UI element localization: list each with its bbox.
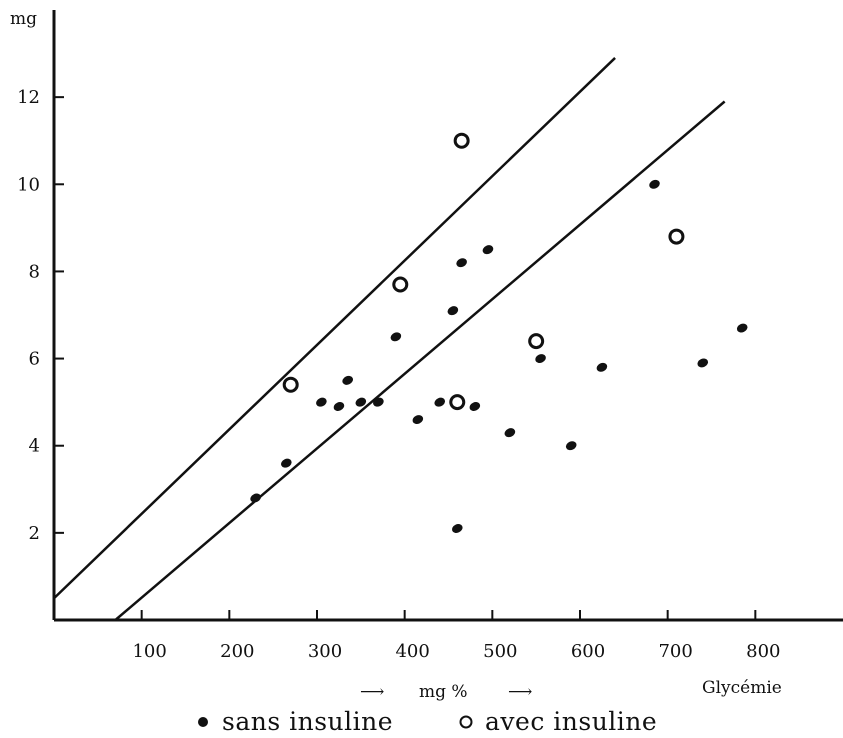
reference-line bbox=[114, 100, 726, 621]
point-sans-insuline bbox=[649, 179, 660, 189]
legend-open-circle-icon bbox=[459, 715, 473, 729]
y-tick-label: 4 bbox=[29, 436, 40, 457]
point-avec-insuline bbox=[282, 376, 299, 393]
point-avec-insuline bbox=[528, 333, 545, 350]
x-tick-label: 400 bbox=[395, 641, 429, 662]
point-sans-insuline bbox=[355, 397, 367, 407]
y-tick-label: 6 bbox=[29, 349, 40, 370]
point-sans-insuline bbox=[736, 323, 748, 333]
x-tick-label: 500 bbox=[483, 641, 517, 662]
x-axis-unit-label: mg % bbox=[419, 682, 468, 702]
point-sans-insuline bbox=[390, 332, 402, 342]
point-avec-insuline bbox=[453, 132, 470, 149]
point-sans-insuline bbox=[333, 402, 345, 411]
point-sans-insuline bbox=[456, 258, 467, 268]
legend-label-sans-insuline: sans insuline bbox=[222, 707, 393, 736]
x-tick-label: 800 bbox=[746, 641, 780, 662]
x-tick-label: 700 bbox=[658, 641, 692, 662]
point-sans-insuline bbox=[565, 441, 577, 451]
point-sans-insuline bbox=[451, 524, 463, 533]
point-sans-insuline bbox=[373, 397, 384, 407]
reference-line bbox=[53, 57, 616, 600]
y-axis-ticks: 2 4 6 8 10 12 bbox=[17, 87, 64, 544]
y-tick-label: 8 bbox=[29, 261, 40, 282]
y-axis-unit-label: mg bbox=[10, 9, 37, 29]
point-sans-insuline bbox=[596, 362, 608, 372]
point-avec-insuline bbox=[668, 228, 685, 245]
point-avec-insuline bbox=[392, 276, 409, 293]
legend-filled-dot-icon bbox=[198, 717, 208, 727]
legend-label-avec-insuline: avec insuline bbox=[485, 707, 657, 736]
point-sans-insuline bbox=[504, 428, 516, 438]
point-sans-insuline bbox=[281, 458, 292, 468]
point-avec-insuline bbox=[449, 394, 466, 411]
point-sans-insuline bbox=[535, 354, 546, 364]
point-sans-insuline bbox=[469, 402, 481, 411]
plot-frame bbox=[52, 10, 843, 622]
x-axis-arrow-left: ⟶ bbox=[360, 682, 384, 702]
x-tick-label: 300 bbox=[308, 641, 342, 662]
point-sans-insuline bbox=[342, 375, 353, 385]
x-tick-label: 600 bbox=[571, 641, 605, 662]
point-sans-insuline bbox=[412, 415, 424, 425]
point-sans-insuline bbox=[250, 493, 261, 503]
x-tick-label: 200 bbox=[220, 641, 254, 662]
point-sans-insuline bbox=[316, 397, 327, 407]
point-sans-insuline bbox=[447, 306, 459, 316]
legend: sans insuline avec insuline bbox=[198, 707, 657, 736]
y-tick-label: 10 bbox=[17, 174, 40, 195]
y-tick-label: 12 bbox=[17, 87, 40, 108]
x-axis-title: Glycémie bbox=[702, 678, 782, 698]
point-sans-insuline bbox=[697, 358, 709, 368]
point-sans-insuline bbox=[434, 397, 446, 407]
x-tick-label: 100 bbox=[132, 641, 166, 662]
y-tick-label: 2 bbox=[29, 523, 40, 544]
reference-lines bbox=[53, 57, 726, 621]
point-sans-insuline bbox=[482, 245, 494, 255]
x-axis-arrow-right: ⟶ bbox=[508, 682, 532, 702]
data-points bbox=[250, 132, 748, 533]
x-axis-ticks: 100 200 300 400 500 600 700 800 bbox=[132, 610, 781, 662]
